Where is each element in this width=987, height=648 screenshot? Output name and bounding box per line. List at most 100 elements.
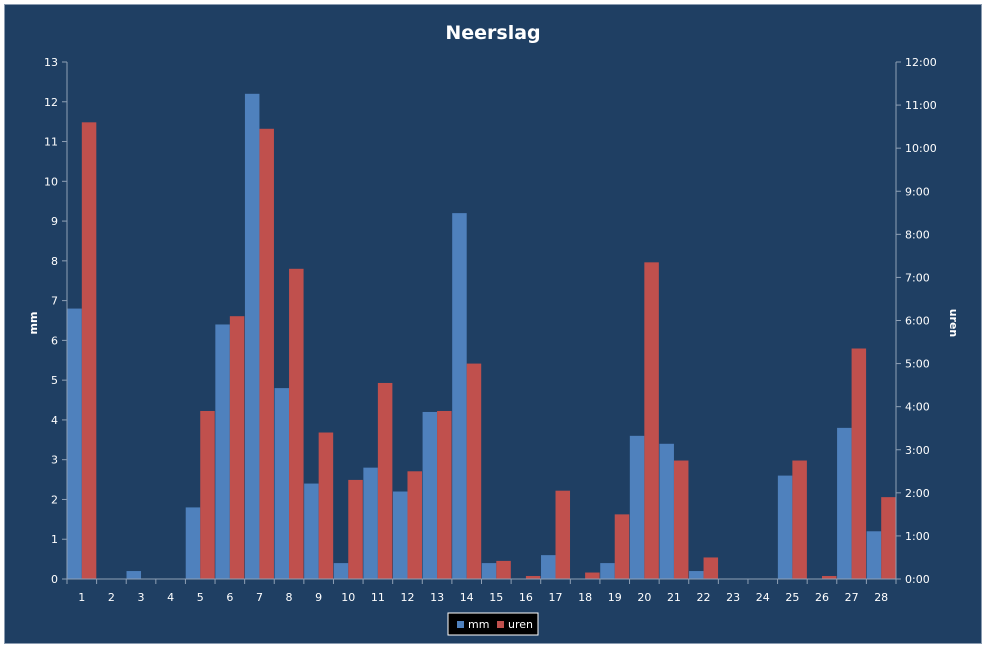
y2-tick-label: 1:00 bbox=[905, 530, 930, 543]
bar-mm-5 bbox=[185, 507, 201, 579]
bar-mm-11 bbox=[363, 467, 378, 579]
y-tick-label: 7 bbox=[51, 295, 58, 308]
bar-mm-3 bbox=[126, 571, 142, 579]
x-tick-label: 1 bbox=[78, 591, 85, 604]
x-tick-label: 2 bbox=[108, 591, 115, 604]
bar-mm-28 bbox=[866, 531, 882, 579]
x-tick-label: 3 bbox=[138, 591, 145, 604]
y2-tick-label: 4:00 bbox=[905, 401, 930, 414]
bar-uren-11 bbox=[377, 382, 393, 579]
chart-title: Neerslag bbox=[445, 22, 540, 44]
x-tick-label: 7 bbox=[256, 591, 263, 604]
y-tick-label: 10 bbox=[44, 175, 58, 188]
bar-uren-5 bbox=[200, 410, 215, 579]
y-tick-label: 1 bbox=[51, 533, 58, 546]
y2-tick-label: 8:00 bbox=[905, 228, 930, 241]
legend-swatch-uren bbox=[497, 621, 504, 628]
x-tick-label: 13 bbox=[430, 591, 444, 604]
x-tick-label: 14 bbox=[460, 591, 474, 604]
bar-uren-25 bbox=[792, 460, 807, 579]
y-tick-label: 12 bbox=[44, 96, 58, 109]
x-tick-label: 16 bbox=[519, 591, 533, 604]
bar-uren-18 bbox=[585, 572, 600, 579]
y2-tick-label: 9:00 bbox=[905, 185, 930, 198]
bar-mm-14 bbox=[452, 213, 467, 579]
bar-mm-6 bbox=[215, 324, 230, 579]
y2-tick-label: 12:00 bbox=[905, 56, 937, 69]
y2-tick-label: 2:00 bbox=[905, 487, 930, 500]
bar-uren-20 bbox=[644, 262, 659, 579]
chart-frame: Neerslag mm uren 0 1 2 3 4 5 6 7 8 9 10 11 12 13 0:00 1… bbox=[4, 4, 982, 644]
x-tick-label: 11 bbox=[371, 591, 385, 604]
y2-tick-label: 6:00 bbox=[905, 315, 930, 328]
bar-uren-21 bbox=[673, 460, 689, 579]
y-tick-label: 3 bbox=[51, 454, 58, 467]
x-tick-label: 15 bbox=[489, 591, 503, 604]
legend-swatch-mm bbox=[457, 621, 464, 628]
x-tick-label: 25 bbox=[785, 591, 799, 604]
bar-uren-8 bbox=[289, 268, 304, 579]
y-axis-title: mm bbox=[27, 312, 40, 335]
bar-uren-10 bbox=[348, 479, 363, 579]
x-tick-label: 10 bbox=[341, 591, 355, 604]
bar-mm-8 bbox=[274, 388, 290, 579]
bar-uren-22 bbox=[703, 557, 719, 579]
bar-uren-6 bbox=[229, 316, 245, 579]
bar-uren-1 bbox=[81, 122, 97, 580]
bar-mm-9 bbox=[304, 483, 319, 579]
y2-tick-label: 10:00 bbox=[905, 142, 937, 155]
y2-tick-label: 7:00 bbox=[905, 271, 930, 284]
bar-uren-28 bbox=[881, 497, 896, 579]
bar-uren-16 bbox=[525, 575, 541, 579]
y-tick-label: 2 bbox=[51, 493, 58, 506]
y2-tick-label: 0:00 bbox=[905, 573, 930, 586]
x-tick-label: 23 bbox=[726, 591, 740, 604]
x-tick-label: 17 bbox=[549, 591, 563, 604]
y-tick-label: 5 bbox=[51, 374, 58, 387]
bar-mm-20 bbox=[629, 435, 645, 579]
x-tick-label: 22 bbox=[697, 591, 711, 604]
legend-label-mm: mm bbox=[468, 618, 489, 631]
y2-axis-title: uren bbox=[947, 309, 960, 338]
x-tick-label: 5 bbox=[197, 591, 204, 604]
bar-mm-25 bbox=[777, 475, 793, 579]
bar-mm-17 bbox=[541, 555, 556, 579]
legend: mm uren bbox=[447, 612, 539, 636]
y2-tick-label: 11:00 bbox=[905, 99, 937, 112]
y-tick-label: 11 bbox=[44, 136, 58, 149]
bar-mm-13 bbox=[422, 411, 438, 579]
bar-uren-19 bbox=[614, 514, 630, 579]
bar-mm-19 bbox=[600, 563, 615, 579]
bar-uren-9 bbox=[318, 432, 334, 579]
x-tick-label: 21 bbox=[667, 591, 681, 604]
y-tick-label: 0 bbox=[51, 573, 58, 586]
x-tick-label: 24 bbox=[756, 591, 770, 604]
bar-mm-15 bbox=[481, 563, 497, 579]
legend-label-uren: uren bbox=[508, 618, 533, 631]
bar-mm-7 bbox=[244, 93, 260, 580]
bar-uren-26 bbox=[821, 575, 837, 579]
x-tick-label: 6 bbox=[226, 591, 233, 604]
bar-mm-1 bbox=[67, 308, 82, 579]
bar-uren-12 bbox=[407, 471, 422, 579]
x-tick-label: 8 bbox=[286, 591, 293, 604]
x-tick-label: 28 bbox=[874, 591, 888, 604]
x-tick-label: 19 bbox=[608, 591, 622, 604]
x-tick-label: 27 bbox=[845, 591, 859, 604]
bar-uren-14 bbox=[466, 363, 482, 579]
y2-tick-label: 3:00 bbox=[905, 444, 930, 457]
y-tick-label: 9 bbox=[51, 215, 58, 228]
bar-uren-13 bbox=[437, 410, 452, 579]
y2-tick-label: 5:00 bbox=[905, 358, 930, 371]
bar-mm-21 bbox=[659, 443, 674, 579]
bar-mm-12 bbox=[392, 491, 408, 579]
x-tick-label: 4 bbox=[167, 591, 174, 604]
bar-uren-27 bbox=[851, 348, 867, 579]
bar-mm-22 bbox=[689, 571, 704, 579]
y-tick-label: 8 bbox=[51, 255, 58, 268]
bar-uren-15 bbox=[496, 560, 511, 579]
y-tick-label: 6 bbox=[51, 334, 58, 347]
x-tick-label: 9 bbox=[315, 591, 322, 604]
x-tick-label: 20 bbox=[637, 591, 651, 604]
x-tick-label: 12 bbox=[400, 591, 414, 604]
